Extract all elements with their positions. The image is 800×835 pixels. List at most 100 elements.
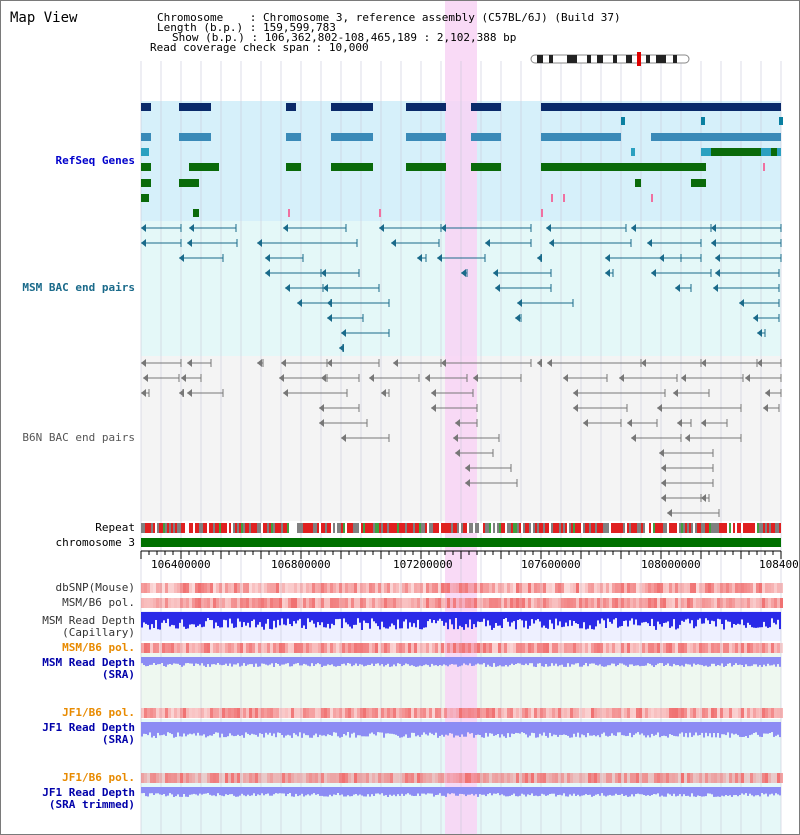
msm-pol-cell: [732, 598, 735, 608]
msm-pol2-cell: [537, 643, 540, 653]
jf1-pol-cell: [648, 708, 651, 718]
dbsnp-cell: [681, 583, 684, 593]
msm-pol2-cell: [768, 643, 771, 653]
repeat-feature: [605, 523, 607, 533]
jf1-sra-depth-bar: [149, 722, 151, 733]
jf1-sra-depth-bar: [399, 722, 401, 738]
msm-sra-depth-bar: [381, 657, 383, 665]
dbsnp-cell: [684, 583, 687, 593]
dbsnp-cell: [216, 583, 219, 593]
msm-pol2-cell: [702, 643, 705, 653]
track-label-refseq[interactable]: RefSeq Genes: [55, 154, 135, 167]
jf1-sra-depth-bar: [185, 722, 187, 737]
msm-pol2-cell: [270, 643, 273, 653]
jf1-pol2-cell: [360, 773, 363, 783]
msm-pol2-cell: [633, 643, 636, 653]
dbsnp-cell: [501, 583, 504, 593]
track-label-b6n-bac[interactable]: B6N BAC end pairs: [22, 431, 135, 444]
msm-cap-depth-bar: [263, 612, 265, 630]
jf1-pol2-cell: [651, 773, 654, 783]
jf1-pol2-cell: [177, 773, 180, 783]
msm-sra-depth-bar: [689, 657, 691, 665]
msm-cap-depth-bar: [155, 612, 157, 620]
msm-sra-depth-bar: [393, 657, 395, 665]
msm-sra-depth-bar: [329, 657, 331, 666]
jf1-pol-cell: [153, 708, 156, 718]
jf1-sra-depth-bar: [709, 722, 711, 734]
msm-pol2-cell: [639, 643, 642, 653]
msm-pol2-cell: [588, 643, 591, 653]
jf1-pol-cell: [762, 708, 765, 718]
jf1-sra-depth-bar: [627, 722, 629, 736]
jf1-pol2-cell: [549, 773, 552, 783]
msm-pol-cell: [624, 598, 627, 608]
repeat-feature: [361, 523, 363, 533]
repeat-feature: [275, 523, 277, 533]
jf1-trim-depth-bar: [151, 787, 153, 794]
jf1-sra-depth-bar: [381, 722, 383, 733]
repeat-feature: [707, 523, 709, 533]
track-label-msm-b6-pol-1: MSM/B6 pol.: [62, 596, 135, 609]
msm-pol-cell: [204, 598, 207, 608]
repeat-feature: [603, 523, 605, 533]
msm-sra-depth-bar: [535, 657, 537, 667]
jf1-sra-depth-bar: [713, 722, 715, 733]
msm-sra-depth-bar: [465, 657, 467, 665]
msm-cap-depth-bar: [639, 612, 641, 626]
repeat-feature: [535, 523, 537, 533]
repeat-feature: [375, 523, 377, 533]
jf1-pol-cell: [351, 708, 354, 718]
jf1-pol-cell: [732, 708, 735, 718]
jf1-pol-cell: [189, 708, 192, 718]
jf1-sra-depth-bar: [191, 722, 193, 735]
jf1-pol2-cell: [633, 773, 636, 783]
msm-sra-depth-bar: [425, 657, 427, 665]
track-label-msm-bac[interactable]: MSM BAC end pairs: [22, 281, 135, 294]
msm-cap-depth-bar: [163, 612, 165, 621]
msm-bac-pair-end: [757, 329, 762, 337]
jf1-sra-depth-bar: [541, 722, 543, 736]
msm-pol-cell: [420, 598, 423, 608]
msm-pol2-cell: [372, 643, 375, 653]
msm-pol-cell: [621, 598, 624, 608]
msm-cap-depth-bar: [773, 612, 775, 623]
dbsnp-cell: [354, 583, 357, 593]
chromosome-bar: [141, 538, 781, 547]
msm-pol-cell: [213, 598, 216, 608]
jf1-pol-cell: [309, 708, 312, 718]
jf1-sra-depth-bar: [281, 722, 283, 735]
msm-cap-depth-bar: [405, 612, 407, 620]
msm-cap-depth-bar: [727, 612, 729, 622]
jf1-pol2-cell: [678, 773, 681, 783]
gene-feature: [141, 133, 151, 141]
msm-sra-depth-bar: [605, 657, 607, 667]
jf1-pol-cell: [246, 708, 249, 718]
msm-pol2-cell: [738, 643, 741, 653]
repeat-feature: [455, 523, 457, 533]
jf1-pol-cell: [318, 708, 321, 718]
msm-cap-depth-bar: [697, 612, 699, 620]
b6n-bac-pair-end: [431, 389, 436, 397]
dbsnp-cell: [411, 583, 414, 593]
msm-bac-pair-end: [189, 224, 194, 232]
jf1-pol-cell: [609, 708, 612, 718]
jf1-trim-depth-bar: [377, 787, 379, 794]
jf1-sra-depth-bar: [523, 722, 525, 733]
jf1-sra-depth-bar: [419, 722, 421, 737]
jf1-pol2-cell: [363, 773, 366, 783]
msm-sra-depth-bar: [647, 657, 649, 664]
jf1-trim-depth-bar: [711, 787, 713, 795]
msm-sra-depth-bar: [391, 657, 393, 667]
msm-sra-depth-bar: [375, 657, 377, 664]
msm-cap-depth-bar: [603, 612, 605, 621]
jf1-trim-depth-bar: [235, 787, 237, 797]
jf1-trim-depth-bar: [297, 787, 299, 797]
dbsnp-cell: [189, 583, 192, 593]
repeat-feature: [639, 523, 641, 533]
msm-cap-depth-bar: [365, 612, 367, 623]
msm-sra-depth-bar: [705, 657, 707, 666]
msm-cap-depth-bar: [295, 612, 297, 624]
msm-sra-depth-bar: [159, 657, 161, 665]
repeat-feature: [629, 523, 631, 533]
